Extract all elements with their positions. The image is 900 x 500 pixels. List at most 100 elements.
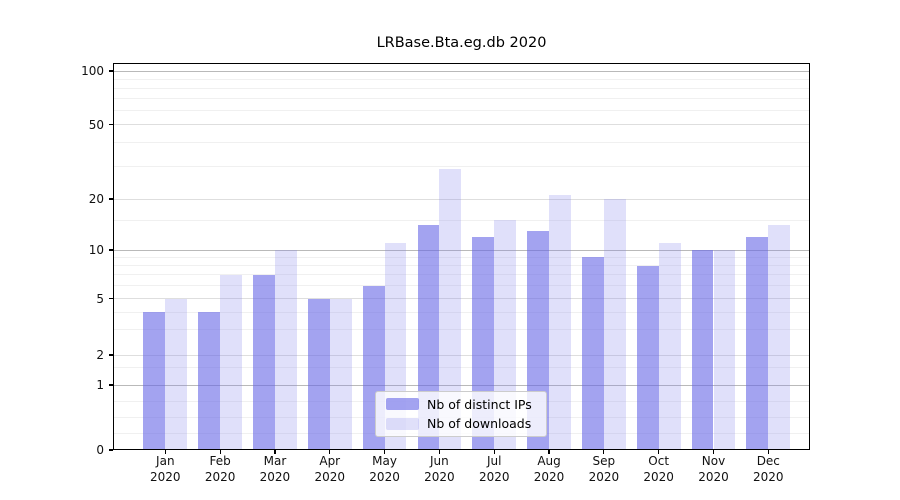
x-tick-label-month: Feb — [209, 454, 231, 468]
y-gridline-major — [113, 249, 810, 251]
legend-swatch-ips-icon — [386, 398, 419, 411]
bar-downloads — [165, 298, 188, 450]
legend: Nb of distinct IPs Nb of downloads — [375, 391, 547, 437]
y-tick-label: 0 — [96, 443, 104, 457]
y-gridline-minor — [113, 256, 810, 258]
x-tick-label: Jan 2020 — [135, 454, 195, 485]
x-tick — [383, 450, 386, 454]
y-tick-label: 100 — [81, 64, 104, 78]
bar-distinct-ips — [143, 312, 166, 450]
bar-downloads — [713, 250, 736, 450]
x-tick-label: Dec 2020 — [738, 454, 798, 485]
x-tick-label: May 2020 — [355, 454, 415, 485]
y-gridline-minor — [113, 78, 810, 80]
x-tick-label: Jun 2020 — [409, 454, 469, 485]
bar-downloads — [549, 195, 571, 450]
legend-label-ips: Nb of distinct IPs — [427, 396, 532, 412]
y-tick-label: 5 — [96, 291, 104, 306]
y-tick — [108, 297, 113, 300]
bar-distinct-ips — [636, 265, 659, 450]
bar-distinct-ips — [581, 257, 604, 450]
x-tick-label-month: Oct — [648, 454, 670, 468]
x-tick-label-year: 2020 — [588, 469, 620, 484]
x-tick-label-month: Jan — [156, 454, 175, 468]
y-tick — [108, 70, 113, 72]
y-gridline-minor — [113, 142, 810, 144]
x-tick-label-month: Dec — [756, 454, 780, 468]
y-tick — [108, 123, 113, 126]
x-tick-label-year: 2020 — [533, 469, 565, 484]
bar-downloads — [220, 274, 242, 450]
bar-downloads — [439, 168, 462, 450]
x-tick — [219, 450, 221, 454]
y-tick — [108, 384, 113, 386]
y-gridline-minor — [113, 219, 810, 221]
x-tick-label: Jul 2020 — [464, 454, 524, 485]
y-gridline-minor — [113, 366, 810, 368]
bar-downloads — [603, 199, 626, 450]
y-tick-label: 20 — [88, 192, 104, 206]
y-tick-label: 10 — [88, 243, 104, 257]
x-tick-label-month: Nov — [701, 454, 726, 468]
bar-distinct-ips — [746, 236, 769, 450]
legend-label-downloads: Nb of downloads — [427, 416, 532, 432]
x-tick-label-year: 2020 — [478, 469, 510, 484]
y-tick-label: 2 — [96, 348, 104, 362]
x-tick-label-year: 2020 — [698, 469, 729, 484]
y-gridline-minor — [113, 109, 810, 111]
y-tick-label: 1 — [96, 378, 104, 392]
x-tick-label-month: Jun — [430, 454, 449, 468]
y-gridline-major — [113, 70, 810, 72]
y-gridline-major — [113, 354, 810, 356]
x-tick — [329, 450, 331, 454]
x-tick — [603, 450, 605, 454]
x-tick-label-month: May — [372, 454, 397, 468]
bar-downloads — [658, 242, 681, 450]
x-tick — [767, 450, 769, 454]
y-gridline-major — [113, 384, 810, 386]
x-tick-label-year: 2020 — [753, 469, 784, 484]
bar-distinct-ips — [691, 250, 714, 450]
x-tick-label-month: Jul — [486, 454, 502, 468]
y-gridline-major — [113, 198, 810, 200]
bar-downloads — [329, 298, 352, 450]
x-tick-label-year: 2020 — [643, 469, 674, 484]
y-gridline-minor — [113, 329, 810, 331]
y-gridline-minor — [113, 285, 810, 287]
x-tick — [493, 450, 495, 454]
x-tick-label-year: 2020 — [314, 469, 346, 484]
x-tick-label: Aug 2020 — [519, 454, 579, 485]
x-tick — [274, 450, 276, 454]
y-gridline-minor — [113, 265, 810, 267]
y-tick — [108, 354, 113, 356]
y-gridline-minor — [113, 87, 810, 89]
x-tick — [548, 450, 550, 454]
x-tick — [164, 450, 166, 454]
y-gridline-minor — [113, 274, 810, 276]
y-tick-label: 50 — [88, 117, 104, 132]
x-tick-label-month: Apr — [319, 454, 341, 468]
x-tick-label-year: 2020 — [150, 469, 181, 484]
y-gridline-major — [113, 124, 810, 125]
x-tick-label-year: 2020 — [259, 469, 291, 484]
x-tick-label: Apr 2020 — [300, 454, 360, 485]
x-tick-label-year: 2020 — [204, 469, 236, 484]
x-tick-label: Mar 2020 — [245, 454, 305, 485]
bar-distinct-ips — [307, 298, 330, 450]
x-tick — [438, 450, 440, 454]
y-tick — [108, 249, 113, 251]
x-tick-label-month: Sep — [592, 454, 616, 468]
y-gridline-major — [113, 298, 810, 299]
x-tick-label-year: 2020 — [424, 469, 455, 484]
bar-downloads — [274, 250, 297, 450]
y-gridline-minor — [113, 98, 810, 100]
y-gridline-minor — [113, 165, 810, 167]
chart-title: LRBase.Bta.eg.db 2020 — [376, 35, 547, 51]
bar-distinct-ips — [198, 312, 221, 450]
x-tick-label-month: Aug — [537, 454, 561, 468]
legend-item-distinct-ips: Nb of distinct IPs — [376, 397, 546, 412]
y-tick — [108, 449, 113, 451]
x-tick-label: Sep 2020 — [574, 454, 634, 485]
legend-swatch-downloads-icon — [386, 417, 419, 430]
